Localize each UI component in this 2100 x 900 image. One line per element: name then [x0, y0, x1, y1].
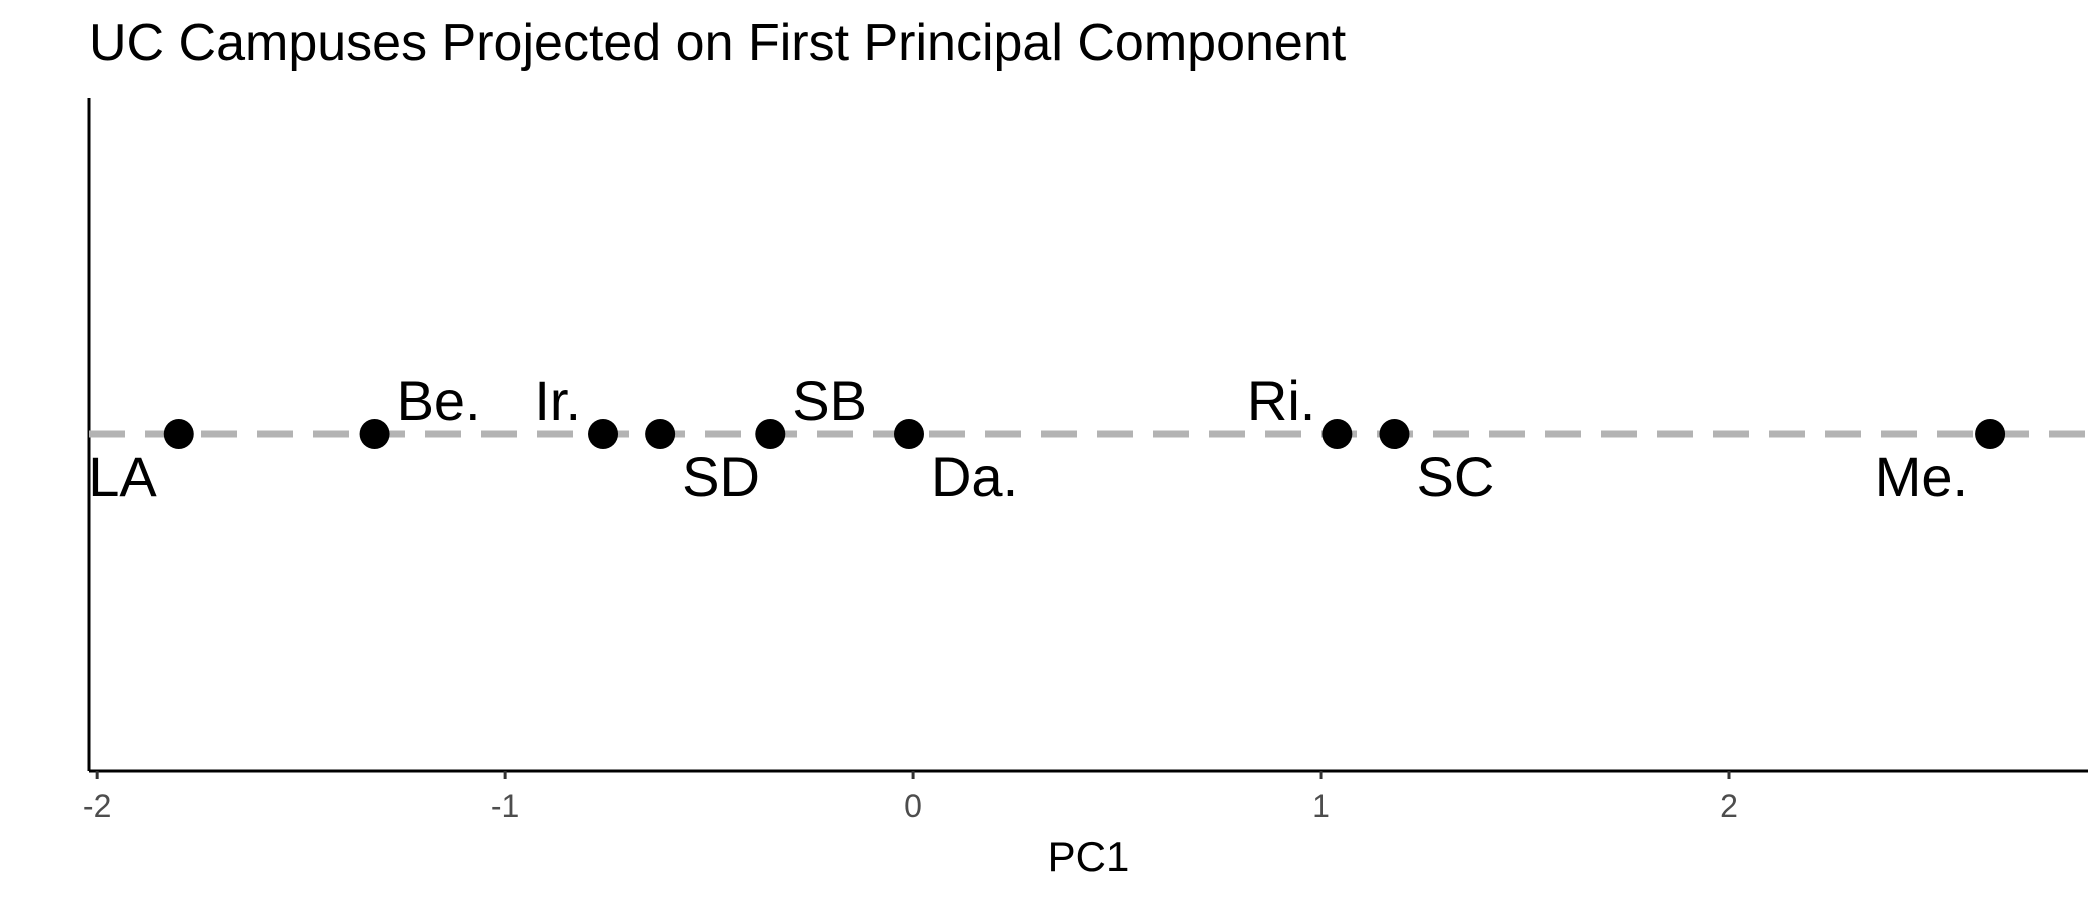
data-point	[163, 419, 194, 449]
data-point	[645, 419, 676, 449]
x-axis-ticks: -2 -1 0 1 2	[83, 771, 1738, 824]
x-tick-label: 2	[1720, 788, 1738, 824]
x-tick-label: -1	[491, 788, 519, 824]
point-label: Ir.	[534, 369, 581, 432]
point-label: SD	[682, 445, 760, 508]
point-label: Me.	[1875, 445, 1968, 508]
x-tick-label: -2	[83, 788, 111, 824]
point-labels: LA Be. Ir. SD SB Da. Ri. SC Me.	[88, 369, 1968, 508]
data-point	[755, 419, 786, 449]
data-point	[1322, 419, 1353, 449]
point-label: LA	[88, 445, 157, 508]
x-axis-title: PC1	[1048, 833, 1130, 880]
data-point	[893, 419, 924, 449]
data-points	[163, 419, 2006, 449]
data-point	[1975, 419, 2006, 449]
point-label: Be.	[397, 369, 481, 432]
point-label: SB	[792, 369, 867, 432]
data-point	[1379, 419, 1410, 449]
x-tick-label: 1	[1312, 788, 1330, 824]
point-label: Da.	[931, 445, 1018, 508]
x-tick-label: 0	[904, 788, 922, 824]
data-point	[588, 419, 619, 449]
point-label: Ri.	[1247, 369, 1315, 432]
data-point	[359, 419, 390, 449]
plot-area: -2 -1 0 1 2 LA Be. Ir. SD SB Da. Ri. SC Me.	[83, 98, 2088, 824]
chart-title: UC Campuses Projected on First Principal…	[89, 14, 1347, 72]
point-label: SC	[1416, 445, 1494, 508]
